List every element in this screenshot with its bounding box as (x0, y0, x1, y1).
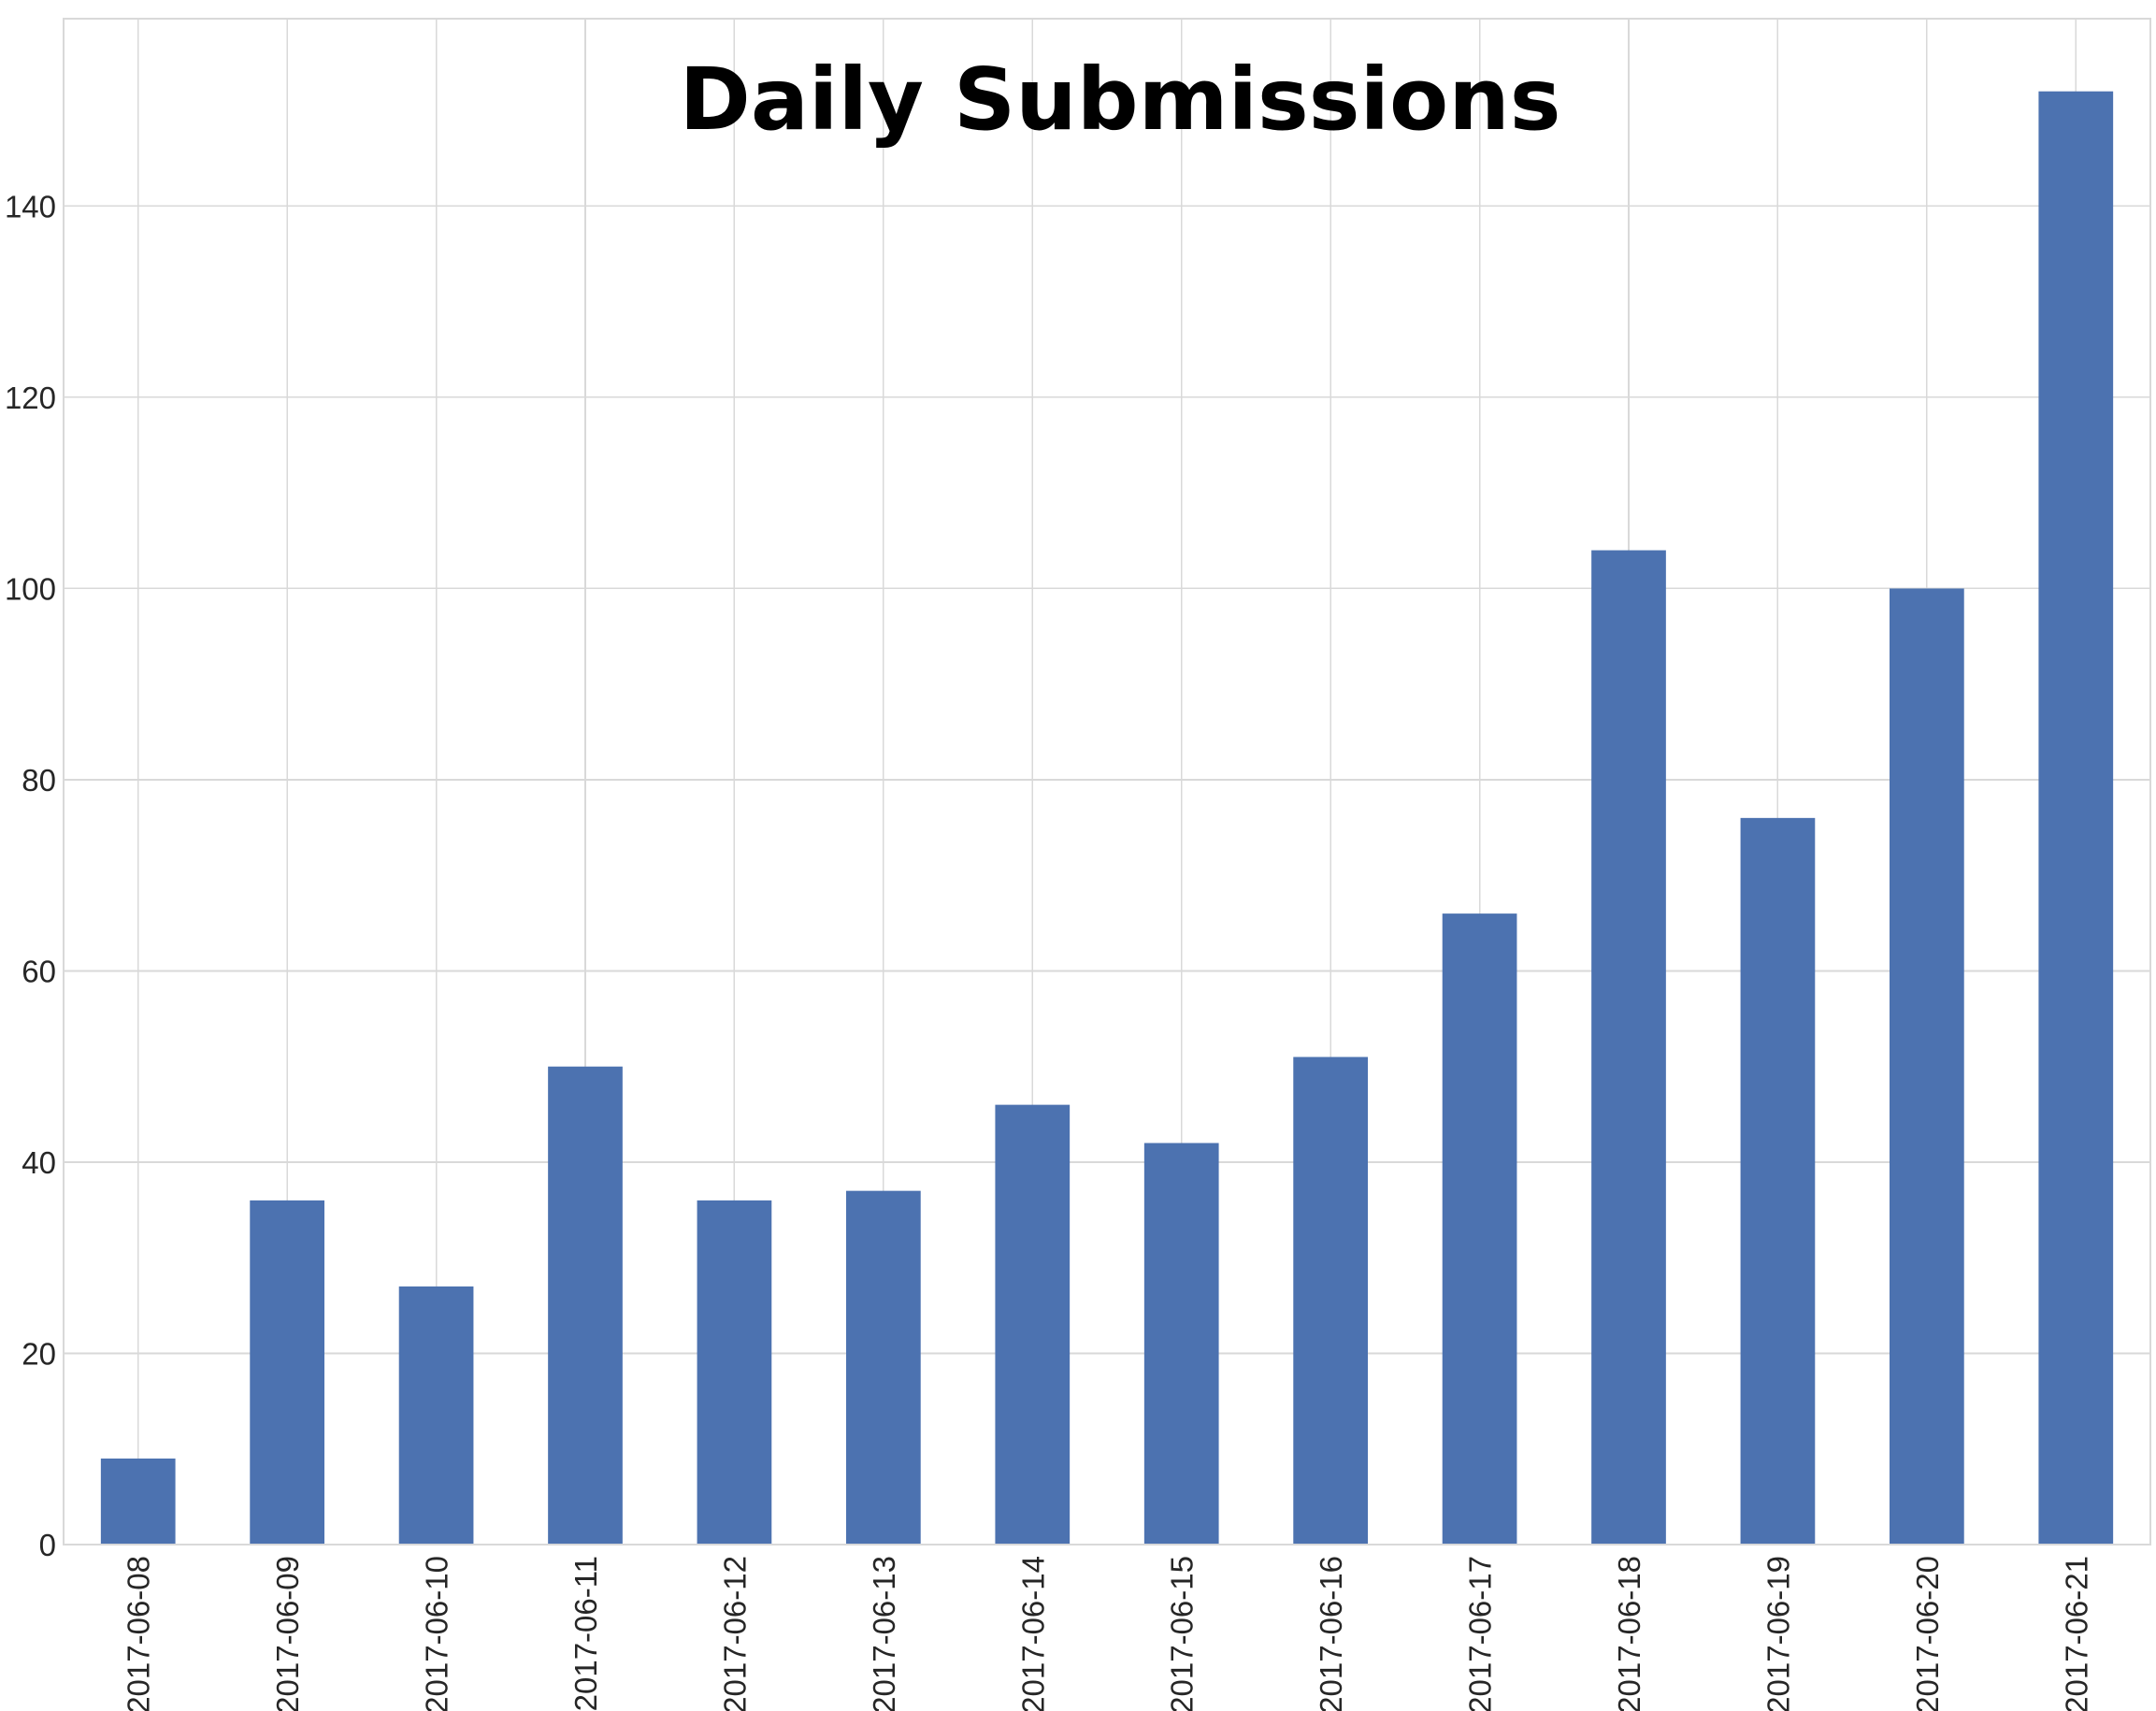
chart-title: Daily Submissions (679, 50, 1560, 150)
x-tick-label: 2017-06-17 (1463, 1556, 1498, 1711)
bar (846, 1190, 921, 1545)
y-axis-ticks: 0 20 40 60 80 100 120 140 (5, 189, 56, 1562)
plot-area-frame (63, 18, 2151, 1546)
bar (1442, 913, 1517, 1545)
x-tick-label: 2017-06-16 (1314, 1556, 1348, 1711)
x-tick-label: 2017-06-10 (420, 1556, 454, 1711)
x-tick-label: 2017-06-12 (717, 1556, 752, 1711)
y-tick-label: 80 (22, 763, 56, 798)
x-tick-label: 2017-06-19 (1761, 1556, 1795, 1711)
bar (250, 1200, 324, 1545)
y-tick-label: 140 (5, 189, 56, 223)
x-axis-ticks: 2017-06-08 2017-06-09 2017-06-10 2017-06-11… (122, 1556, 2094, 1711)
x-tick-label: 2017-06-21 (2059, 1556, 2093, 1711)
x-tick-label: 2017-06-20 (1910, 1556, 1945, 1711)
x-tick-label: 2017-06-18 (1612, 1556, 1646, 1711)
x-tick-label: 2017-06-08 (122, 1556, 156, 1711)
x-tick-label: 2017-06-14 (1015, 1556, 1050, 1711)
y-tick-label: 100 (5, 571, 56, 606)
y-tick-label: 0 (39, 1528, 56, 1562)
bar (995, 1104, 1071, 1545)
y-tick-label: 20 (22, 1336, 56, 1371)
y-tick-label: 60 (22, 954, 56, 988)
bar (1293, 1057, 1368, 1545)
bar (697, 1200, 772, 1545)
bar (1890, 588, 1964, 1545)
bar (1740, 817, 1816, 1545)
x-tick-label: 2017-06-13 (867, 1556, 901, 1711)
bar (2038, 91, 2114, 1546)
bar (398, 1286, 474, 1545)
x-tick-label: 2017-06-11 (568, 1556, 603, 1711)
y-tick-label: 40 (22, 1145, 56, 1180)
x-tick-label: 2017-06-15 (1165, 1556, 1200, 1711)
bar (100, 1458, 176, 1545)
bar (1143, 1143, 1219, 1545)
y-tick-label: 120 (5, 381, 56, 415)
bar (1591, 550, 1666, 1545)
x-tick-label: 2017-06-09 (270, 1556, 305, 1711)
bars (100, 91, 2114, 1546)
bar (548, 1066, 623, 1545)
